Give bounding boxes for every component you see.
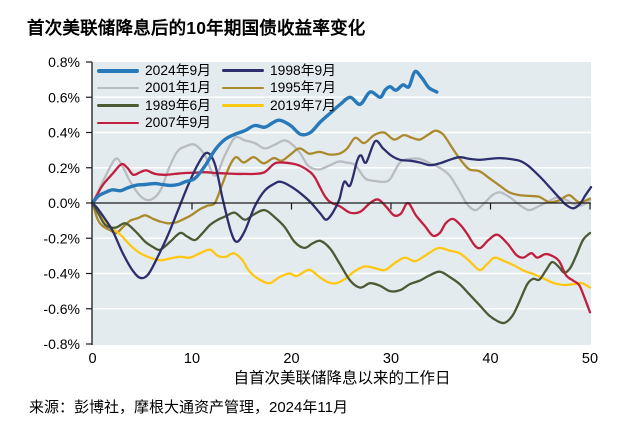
- legend-swatch: [97, 121, 139, 125]
- legend-swatch: [222, 104, 264, 107]
- series-line-1998年9月: [91, 139, 593, 280]
- x-axis-label: 自首次美联储降息以来的工作日: [233, 370, 451, 387]
- x-tick-label: 10: [184, 351, 200, 367]
- legend-item-1995年7月: 1995年7月: [222, 79, 347, 96]
- series-line-2019年7月: [91, 201, 592, 289]
- legend-label: 2024年9月: [145, 62, 211, 78]
- legend-item-1998年9月: 1998年9月: [222, 62, 347, 79]
- y-tick-label: -0.2%: [43, 230, 80, 246]
- y-tick-label: 0.0%: [48, 195, 80, 211]
- y-tick-label: 0.2%: [48, 160, 80, 176]
- legend-item-2007年9月: 2007年9月: [97, 114, 222, 131]
- legend-swatch: [222, 69, 264, 72]
- y-tick-label: -0.8%: [43, 336, 80, 352]
- legend-item-2024年9月: 2024年9月: [97, 62, 222, 79]
- chart-title: 首次美联储降息后的10年期国债收益率变化: [27, 18, 366, 38]
- legend-label: 2001年1月: [145, 80, 211, 96]
- series-line-1995年7月: [91, 129, 592, 235]
- legend-swatch: [97, 68, 139, 73]
- x-tick-label: 0: [88, 351, 96, 367]
- y-tick-label: -0.4%: [43, 266, 80, 282]
- x-tick-label: 20: [283, 351, 299, 367]
- chart-legend: 2024年9月 2001年1月 1989年6月 2007年9月 1998年9月 1995年…: [97, 62, 347, 132]
- y-tick-label: 0.6%: [48, 89, 80, 105]
- legend-label: 2019年7月: [270, 97, 336, 113]
- source-note: 来源：彭博社，摩根大通资产管理，2024年11月: [29, 399, 348, 416]
- legend-swatch: [222, 86, 264, 90]
- legend-item-1989年6月: 1989年6月: [97, 97, 222, 114]
- legend-label: 1998年9月: [270, 62, 336, 78]
- legend-label: 1995年7月: [270, 80, 336, 96]
- x-tick-label: 50: [582, 351, 598, 367]
- x-tick-label: 30: [383, 351, 399, 367]
- series-line-1989年6月: [91, 201, 592, 325]
- legend-label: 1989年6月: [145, 97, 211, 113]
- y-tick-label: 0.8%: [48, 54, 80, 70]
- legend-label: 2007年9月: [145, 114, 211, 130]
- series-line-2007年9月: [91, 161, 592, 314]
- legend-item-2001年1月: 2001年1月: [97, 79, 222, 96]
- legend-swatch: [97, 86, 139, 90]
- series-line-2024年9月: [90, 69, 439, 205]
- y-tick-label: 0.4%: [48, 125, 80, 141]
- x-tick-label: 40: [482, 351, 498, 367]
- y-tick-label: -0.6%: [43, 301, 80, 317]
- legend-item-2019年7月: 2019年7月: [222, 97, 347, 114]
- legend-swatch: [97, 104, 139, 107]
